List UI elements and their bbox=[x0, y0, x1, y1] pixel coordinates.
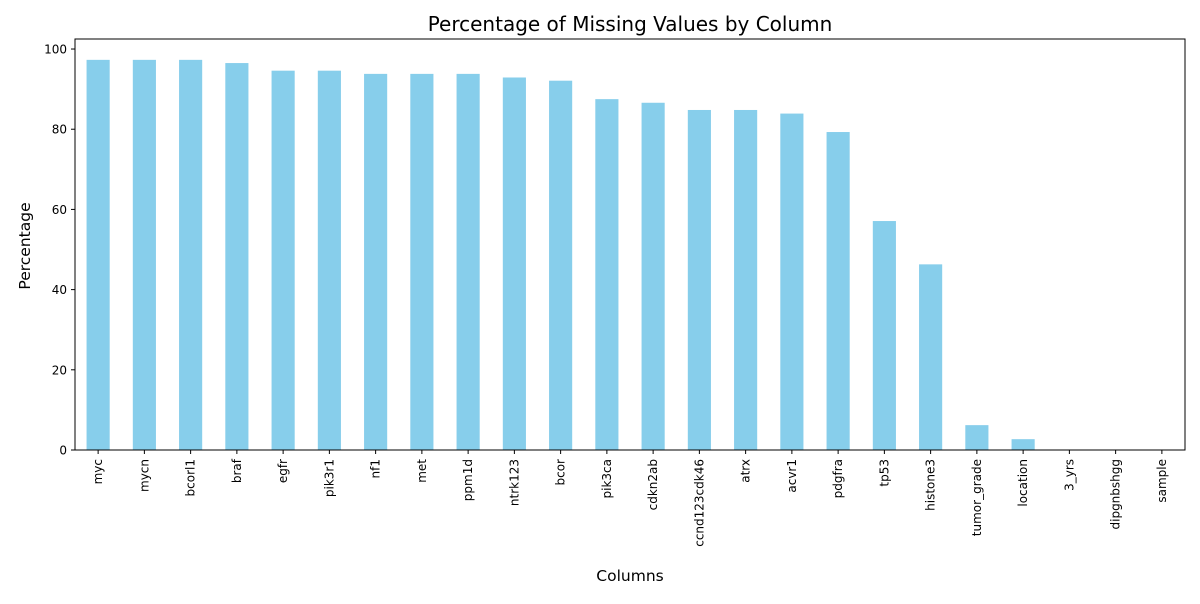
x-axis-label: Columns bbox=[596, 567, 663, 585]
x-tick-label-tp53: tp53 bbox=[877, 459, 891, 487]
bar-tp53 bbox=[872, 221, 896, 450]
x-tick-label-pik3ca: pik3ca bbox=[600, 459, 614, 499]
x-tick-label-ntrk123: ntrk123 bbox=[507, 459, 521, 506]
y-tick-label-0: 0 bbox=[59, 444, 67, 458]
bar-histone3 bbox=[919, 264, 943, 450]
y-axis: 0 20 40 60 80 100 bbox=[44, 43, 75, 458]
bar-egfr bbox=[271, 70, 295, 451]
x-tick-label-nf1: nf1 bbox=[369, 459, 383, 478]
y-tick-label-100: 100 bbox=[44, 43, 67, 57]
x-tick-label-cdkn2ab: cdkn2ab bbox=[646, 459, 660, 510]
x-tick-label-ppm1d: ppm1d bbox=[461, 459, 475, 501]
bar-acvr1 bbox=[780, 113, 804, 450]
bar-pik3ca bbox=[595, 99, 619, 451]
x-tick-label-tumor_grade: tumor_grade bbox=[970, 459, 984, 536]
bar-met bbox=[410, 73, 434, 450]
x-tick-label-sample: sample bbox=[1155, 459, 1169, 503]
y-tick-label-20: 20 bbox=[52, 363, 67, 377]
x-tick-label-histone3: histone3 bbox=[924, 459, 938, 511]
x-tick-label-met: met bbox=[415, 459, 429, 483]
bar-location bbox=[1011, 439, 1035, 450]
x-tick-label-location: location bbox=[1016, 459, 1030, 507]
y-tick-label-40: 40 bbox=[52, 283, 67, 297]
x-tick-label-braf: braf bbox=[230, 458, 244, 483]
bar-ppm1d bbox=[456, 73, 480, 450]
x-tick-label-3_yrs: 3_yrs bbox=[1062, 459, 1076, 491]
bar-cdkn2ab bbox=[641, 102, 665, 450]
bar-bcor bbox=[549, 80, 573, 450]
bar-ntrk123 bbox=[502, 77, 526, 451]
plot-frame bbox=[74, 38, 1186, 451]
chart-title: Percentage of Missing Values by Column bbox=[428, 12, 833, 36]
bar-ccnd123cdk46 bbox=[687, 109, 711, 450]
x-tick-label-acvr1: acvr1 bbox=[785, 459, 799, 493]
bar-myc bbox=[86, 59, 110, 450]
bar-pik3r1 bbox=[317, 70, 341, 451]
y-tick-label-80: 80 bbox=[52, 123, 67, 137]
x-tick-label-mycn: mycn bbox=[137, 459, 151, 492]
bar-atrx bbox=[734, 109, 758, 450]
bar-bcorl1 bbox=[179, 59, 203, 450]
bar-nf1 bbox=[364, 73, 388, 450]
y-tick-label-60: 60 bbox=[52, 203, 67, 217]
x-tick-label-bcorl1: bcorl1 bbox=[184, 459, 198, 496]
bar-pdgfra bbox=[826, 132, 850, 450]
x-tick-label-ccnd123cdk46: ccnd123cdk46 bbox=[692, 459, 706, 547]
bar-tumor_grade bbox=[965, 425, 989, 450]
x-tick-label-pdgfra: pdgfra bbox=[831, 459, 845, 498]
x-tick-label-atrx: atrx bbox=[739, 459, 753, 483]
bars-group bbox=[86, 59, 1035, 451]
x-tick-label-egfr: egfr bbox=[276, 459, 290, 483]
bar-braf bbox=[225, 63, 249, 451]
y-axis-label: Percentage bbox=[16, 202, 34, 289]
x-tick-label-bcor: bcor bbox=[554, 459, 568, 486]
bar-mycn bbox=[132, 59, 156, 450]
x-tick-label-pik3r1: pik3r1 bbox=[322, 459, 336, 497]
x-tick-label-dipgnbshgg: dipgnbshgg bbox=[1109, 459, 1123, 530]
x-axis: myc mycn bcorl1 braf egfr pik3r1 nf1 met ppm1d nt… bbox=[91, 450, 1169, 547]
x-tick-label-myc: myc bbox=[91, 459, 105, 484]
